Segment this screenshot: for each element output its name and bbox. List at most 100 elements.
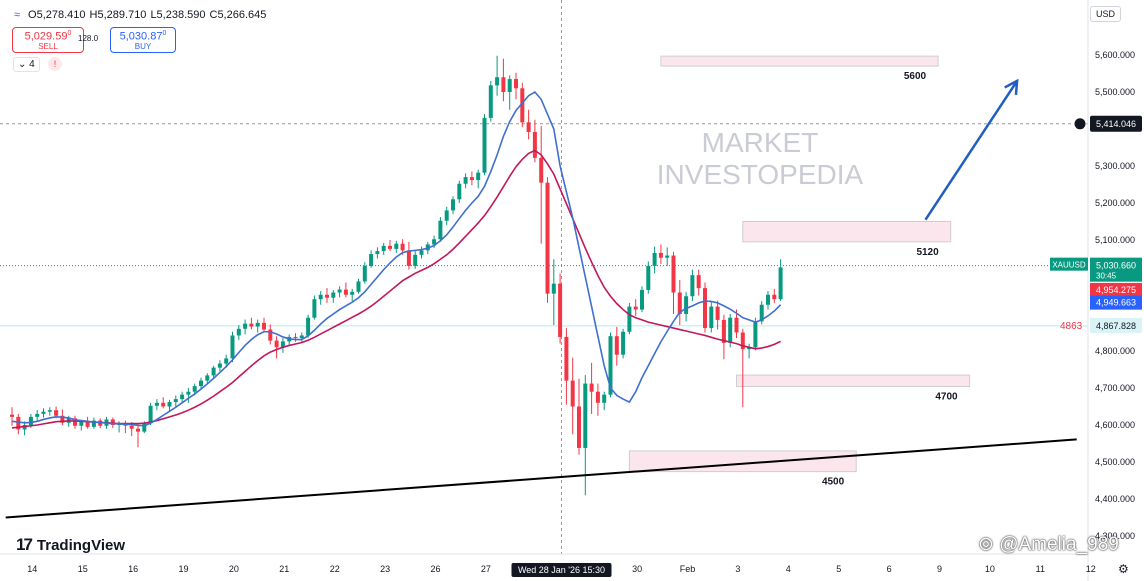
candle-body	[621, 331, 626, 355]
candle-body	[564, 336, 569, 381]
watermark-line2: INVESTOPEDIA	[656, 159, 864, 190]
candle-body	[236, 328, 241, 336]
candle-body	[211, 367, 216, 376]
candle-body	[375, 251, 380, 255]
y-tick-label: 5,200.000	[1095, 198, 1135, 208]
candle-body	[759, 304, 764, 322]
candle-body	[476, 172, 481, 181]
candle-body	[54, 410, 59, 416]
candle-body	[388, 245, 392, 249]
candle-body	[507, 79, 512, 92]
candle-body	[35, 413, 40, 417]
candle-body	[343, 289, 348, 295]
candle-body	[148, 405, 153, 424]
x-tick-label: 9	[937, 564, 942, 574]
threads-icon: ⊚	[978, 534, 994, 555]
candle-body	[532, 131, 537, 158]
sell-button[interactable]: 5,029.590 SELL	[12, 27, 84, 53]
candle-body	[299, 335, 304, 339]
candle-body	[640, 289, 644, 310]
candle-body	[337, 289, 342, 293]
level-badge	[1090, 317, 1142, 333]
candle-body	[740, 332, 745, 350]
candle-body	[205, 375, 210, 381]
candle-body	[369, 254, 374, 266]
candle-body	[28, 416, 33, 425]
ma-price-value: 4,954.275	[1096, 285, 1136, 295]
candle-body	[16, 416, 21, 430]
x-tick-label: 5	[836, 564, 841, 574]
candle-body	[583, 383, 588, 448]
candle-body	[457, 183, 462, 200]
x-tick-label: 30	[632, 564, 642, 574]
candle-body	[703, 288, 707, 329]
candle-body	[709, 306, 714, 329]
spread-value: 128.0	[78, 34, 99, 43]
buy-button[interactable]: 5,030.870 BUY	[110, 27, 176, 53]
symbol-badge	[1050, 257, 1088, 271]
watermark-line1: MARKET	[701, 127, 819, 158]
wave-icon: ≈	[14, 9, 21, 21]
tradingview-logo[interactable]: 17 TradingView	[16, 535, 125, 555]
author-handle: @Amelia_989	[999, 534, 1119, 555]
candle-body	[79, 422, 84, 426]
x-tick-label: 16	[128, 564, 138, 574]
candle-body	[199, 380, 203, 387]
candle-body	[47, 410, 52, 412]
x-tick-label: 19	[178, 564, 188, 574]
candle-body	[539, 157, 544, 183]
candle-body	[545, 182, 550, 294]
ohlc-legend: ≈ O5,278.410 H5,289.710 L5,238.590 C5,26…	[14, 9, 266, 21]
candle-body	[627, 306, 632, 332]
candle-body	[318, 294, 323, 300]
candle-body	[753, 321, 758, 348]
candle-body	[652, 252, 657, 266]
alert-icon[interactable]: !	[48, 57, 62, 71]
indicators-toggle-button[interactable]: ⌄ 4	[13, 57, 40, 72]
zone-label: 5600	[904, 71, 927, 82]
candle-body	[243, 323, 248, 329]
candle-body	[608, 336, 613, 395]
candle-body	[665, 255, 670, 258]
candle-body	[413, 254, 418, 266]
candle-body	[41, 411, 46, 414]
y-tick-label: 4,800.000	[1095, 346, 1135, 356]
high-value: H5,289.710	[89, 9, 147, 21]
candle-body	[444, 210, 449, 221]
settings-gear-icon[interactable]: ⚙	[1118, 562, 1129, 576]
candle-body	[255, 322, 260, 327]
x-tick-label: 10	[985, 564, 995, 574]
candle-body	[514, 79, 518, 89]
candle-body	[356, 281, 361, 292]
candle-body	[772, 294, 777, 300]
y-tick-label: 5,300.000	[1095, 161, 1135, 171]
candle-body	[274, 340, 279, 348]
candle-body	[91, 420, 96, 427]
candle-body	[734, 317, 739, 333]
zone-rect	[742, 221, 952, 243]
candle-body	[526, 122, 531, 132]
currency-selector[interactable]: USD	[1090, 6, 1122, 22]
candle-body	[293, 336, 298, 339]
x-tick-label: 23	[380, 564, 390, 574]
candle-body	[570, 380, 575, 407]
sell-price-sup: 0	[67, 29, 72, 37]
candle-body	[406, 250, 411, 266]
candle-body	[142, 423, 147, 432]
close-value: C5,266.645	[209, 9, 267, 21]
candle-body	[280, 341, 285, 348]
crosshair-time-badge	[511, 563, 612, 577]
x-tick-label: 15	[78, 564, 88, 574]
last-price-value: 5,030.660	[1096, 261, 1136, 271]
x-tick-label: 6	[887, 564, 892, 574]
candle-body	[394, 243, 399, 249]
candle-body	[10, 414, 14, 417]
y-tick-label: 4,700.000	[1095, 383, 1135, 393]
candle-body	[495, 77, 500, 86]
candle-body	[154, 402, 159, 406]
candle-body	[186, 391, 191, 395]
x-tick-label: 4	[786, 564, 791, 574]
x-tick-label: 11	[1036, 564, 1045, 574]
